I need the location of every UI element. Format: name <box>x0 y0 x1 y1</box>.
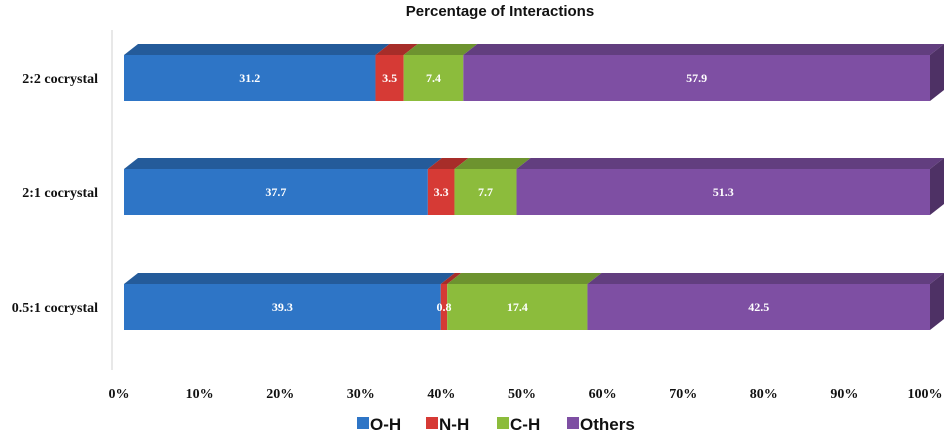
data-label: 57.9 <box>686 71 707 85</box>
legend-label: Others <box>580 415 635 432</box>
bar-segment-others <box>516 169 930 215</box>
x-tick-label: 20% <box>266 387 294 402</box>
x-tick-label: 40% <box>427 387 455 402</box>
data-label: 42.5 <box>748 300 769 314</box>
data-label: 31.2 <box>239 71 260 85</box>
data-label: 7.7 <box>478 185 493 199</box>
bar-segment-n-h-top <box>440 273 462 284</box>
data-label: 39.3 <box>272 300 293 314</box>
bar-row-2: 0.5:1 cocrystal 39.3 0.8 17.4 42.5 <box>12 273 944 330</box>
bar-segment-c-h-top <box>403 44 478 55</box>
bar-segment-others-top <box>587 273 944 284</box>
bar-segment-others-top <box>463 44 944 55</box>
data-label: 0.8 <box>436 300 451 314</box>
bar-side-face <box>930 158 944 215</box>
x-tick-label: 30% <box>347 387 375 402</box>
bar-segment-c-h-top <box>447 273 602 284</box>
bar-segment-c-h <box>403 55 464 101</box>
bar-row-0: 2:2 cocrystal 31.2 3.5 7.4 57.9 <box>22 44 944 101</box>
category-label: 2:1 cocrystal <box>22 186 98 201</box>
bars-group: 2:2 cocrystal 31.2 3.5 7.4 57.9 2:1 cocrystal… <box>12 44 944 330</box>
x-tick-label: 60% <box>589 387 617 402</box>
data-label: 17.4 <box>507 300 528 314</box>
x-tick-label: 100% <box>908 387 943 402</box>
bar-segment-others-top <box>516 158 944 169</box>
bar-segment-n-h <box>440 284 448 330</box>
bar-segment-c-h-top <box>454 158 531 169</box>
legend-item-c-h: C-H <box>497 415 540 432</box>
legend-label: O-H <box>370 415 401 432</box>
bar-segment-o-h <box>124 284 441 330</box>
x-tick-label: 80% <box>750 387 778 402</box>
x-axis-ticks: 0% 10% 20% 30% 40% 50% 60% 70% 80% 90% 100% <box>109 387 943 402</box>
legend-label: C-H <box>510 415 540 432</box>
legend: O-H N-H C-H Others <box>357 415 635 432</box>
bar-segment-others <box>463 55 930 101</box>
bar-segment-c-h <box>447 284 588 330</box>
x-tick-label: 10% <box>186 387 214 402</box>
bar-side-face <box>930 273 944 330</box>
x-tick-label: 0% <box>109 387 130 402</box>
x-tick-label: 90% <box>830 387 858 402</box>
bar-segment-n-h <box>375 55 404 101</box>
bar-segment-n-h-top <box>375 44 418 55</box>
bar-segment-c-h <box>454 169 517 215</box>
category-label: 0.5:1 cocrystal <box>12 301 98 316</box>
legend-item-o-h: O-H <box>357 415 401 432</box>
bar-row-1: 2:1 cocrystal 37.7 3.3 7.7 51.3 <box>22 158 944 215</box>
data-label: 51.3 <box>713 185 734 199</box>
bar-segment-n-h <box>427 169 455 215</box>
legend-swatch <box>567 417 579 429</box>
data-label: 37.7 <box>265 185 286 199</box>
bar-segment-o-h-top <box>124 158 442 169</box>
legend-item-n-h: N-H <box>426 415 469 432</box>
chart-title: Percentage of Interactions <box>406 3 594 20</box>
bar-side-face <box>930 44 944 101</box>
category-label: 2:2 cocrystal <box>22 72 98 87</box>
bar-segment-n-h-top <box>427 158 469 169</box>
bar-segment-o-h <box>124 169 428 215</box>
legend-swatch <box>357 417 369 429</box>
data-label: 7.4 <box>426 71 441 85</box>
legend-swatch <box>497 417 509 429</box>
legend-swatch <box>426 417 438 429</box>
legend-label: N-H <box>439 415 469 432</box>
bar-segment-o-h <box>124 55 376 101</box>
data-label: 3.3 <box>434 185 449 199</box>
x-tick-label: 70% <box>669 387 697 402</box>
legend-item-others: Others <box>567 415 635 432</box>
bar-segment-others <box>587 284 930 330</box>
bar-segment-o-h-top <box>124 44 390 55</box>
x-tick-label: 50% <box>508 387 536 402</box>
data-label: 3.5 <box>382 71 397 85</box>
bar-segment-o-h-top <box>124 273 455 284</box>
